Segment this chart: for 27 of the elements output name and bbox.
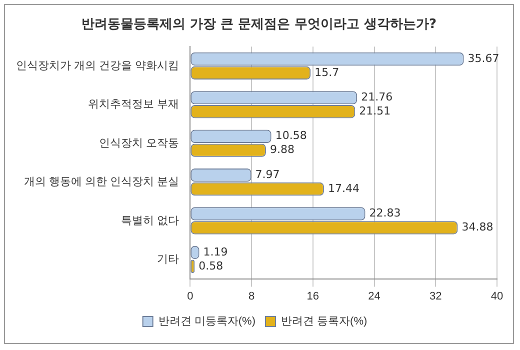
data-label: 9.88 <box>270 143 294 156</box>
x-tick-label: 32 <box>430 290 442 302</box>
x-tick-label: 16 <box>306 290 320 302</box>
data-label: 34.88 <box>462 220 494 234</box>
data-label: 35.67 <box>468 52 500 65</box>
data-label: 1.19 <box>203 245 228 258</box>
y-tick-label: 특별히 없다 <box>121 214 180 227</box>
data-label: 17.44 <box>328 182 360 195</box>
y-tick-label: 인식장치가 개의 건강을 약화시킴 <box>16 60 180 72</box>
data-label: 22.83 <box>369 206 401 220</box>
y-tick-label: 인식장치 오작동 <box>99 137 180 150</box>
y-tick-label: 기타 <box>157 253 180 266</box>
data-label: 10.58 <box>275 129 307 142</box>
x-tick-label: 24 <box>368 290 380 302</box>
data-label: 15.7 <box>314 66 340 79</box>
x-tick-label: 0 <box>187 290 194 302</box>
x-tick-label: 40 <box>490 290 504 302</box>
y-tick-label: 개의 행동에 의한 인식장치 분실 <box>24 176 180 188</box>
data-label: 21.51 <box>359 104 391 118</box>
data-label: 21.76 <box>361 90 393 104</box>
y-tick-label: 위치추적정보 부재 <box>88 98 180 111</box>
data-label: 0.58 <box>198 259 224 272</box>
x-tick-label: 8 <box>248 290 255 302</box>
data-label: 7.97 <box>255 168 280 181</box>
legend-label: 반려견 미등록자(%) <box>158 316 256 328</box>
legend-label: 반려견 등록자(%) <box>281 316 368 328</box>
chart-title: 반려동물등록제의 가장 큰 문제점은 무엇이라고 생각하는가? <box>80 16 438 34</box>
